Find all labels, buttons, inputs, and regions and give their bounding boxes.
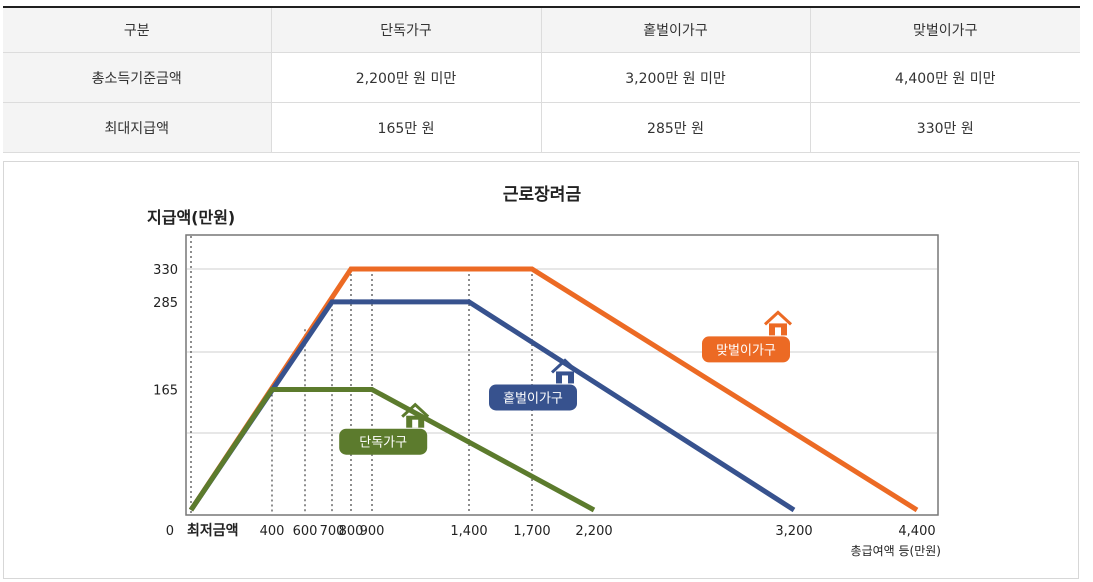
row-label: 총소득기준금액	[3, 52, 271, 103]
x-tick-label: 900	[360, 524, 385, 539]
house-roof	[550, 358, 580, 374]
x-origin-label: 최저금액	[187, 522, 239, 539]
table-cell: 3,200만 원 미만	[540, 52, 810, 103]
house-roof	[763, 310, 793, 326]
house-door	[775, 327, 781, 336]
x-tick-label: 3,200	[775, 524, 812, 539]
x-tick-label: 800	[339, 524, 364, 539]
x-tick-label: 4,400	[898, 524, 935, 539]
x-tick-label: 2,200	[575, 524, 612, 539]
row-label: 최대지급액	[3, 102, 271, 153]
house-icon	[763, 310, 793, 336]
series-line-2	[188, 387, 596, 513]
series-label-text: 단독가구	[359, 436, 407, 451]
header-category: 구분	[3, 6, 271, 53]
header-dual-earner: 맞벌이가구	[809, 6, 1080, 53]
house-door	[412, 419, 419, 428]
table-cell: 285만 원	[540, 102, 810, 153]
y-axis-label: 지급액(만원)	[147, 208, 235, 227]
header-single: 단독가구	[270, 6, 541, 53]
summary-table: 구분 단독가구 홑벌이가구 맞벌이가구 총소득기준금액 2,200만 원 미만 …	[3, 6, 1080, 153]
table-row: 최대지급액 165만 원 285만 원 330만 원	[3, 102, 1080, 153]
x-tick-label: 600	[293, 524, 318, 539]
x-tick-label: 400	[260, 524, 285, 539]
house-door	[562, 375, 569, 384]
x-tick-label: 1,400	[450, 524, 487, 539]
series-label-0: 맞벌이가구	[702, 310, 793, 363]
table-cell: 330만 원	[809, 102, 1080, 153]
series-label-text: 홑벌이가구	[503, 391, 563, 406]
house-roof	[401, 402, 430, 418]
series-label-bg	[489, 384, 578, 411]
series-label-bg	[702, 336, 790, 363]
y-tick-label: 330	[153, 263, 178, 278]
series-label-bg	[339, 428, 428, 455]
series-label-1: 홑벌이가구	[489, 358, 580, 411]
table-header-row: 구분 단독가구 홑벌이가구 맞벌이가구	[3, 6, 1080, 53]
x-axis-label: 총급여액 등(만원)	[851, 544, 941, 558]
y-tick-label: 165	[153, 384, 178, 399]
house-icon	[550, 358, 580, 384]
y-tick-label: 285	[153, 296, 178, 311]
house-icon	[401, 402, 430, 428]
chart-title: 근로장려금	[503, 185, 582, 205]
table-row: 총소득기준금액 2,200만 원 미만 3,200만 원 미만 4,400만 원…	[3, 52, 1080, 103]
table-cell: 2,200만 원 미만	[270, 52, 541, 103]
series-label-text: 맞벌이가구	[716, 343, 776, 358]
x-tick-label: 700	[320, 524, 345, 539]
table-cell: 4,400만 원 미만	[809, 52, 1080, 103]
y-origin-label: 0	[166, 524, 174, 539]
header-single-earner: 홑벌이가구	[540, 6, 810, 53]
table-cell: 165만 원	[270, 102, 541, 153]
x-tick-label: 1,700	[513, 524, 550, 539]
series-label-2: 단독가구	[339, 402, 430, 455]
